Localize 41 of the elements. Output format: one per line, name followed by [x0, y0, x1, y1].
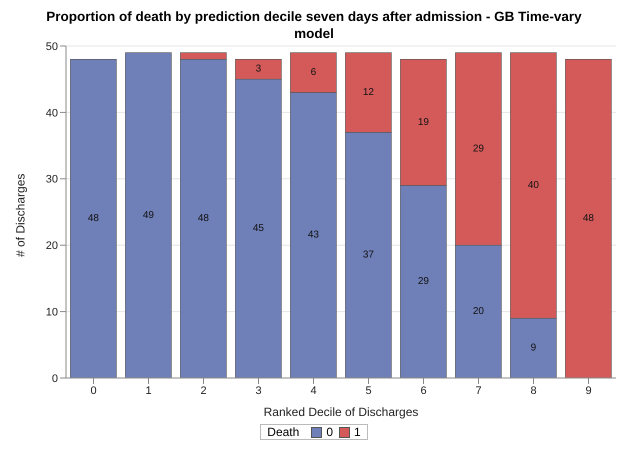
y-tick-label: 40: [46, 107, 58, 120]
data-label: 48: [582, 213, 594, 224]
data-label: 37: [362, 250, 374, 261]
y-tick-label: 50: [46, 40, 58, 53]
x-tick-label: 0: [90, 384, 97, 397]
data-label: 20: [472, 306, 484, 318]
bar: [125, 52, 172, 378]
x-tick-label: 7: [475, 384, 482, 397]
x-tick-label: 8: [530, 384, 537, 397]
data-label: 29: [472, 143, 484, 154]
legend-label: 1: [354, 425, 361, 439]
data-label: 45: [252, 223, 264, 234]
x-tick-label: 6: [420, 384, 427, 397]
data-label: 48: [88, 213, 100, 224]
x-tick-label: 5: [365, 384, 372, 397]
data-label: 29: [418, 276, 430, 288]
x-tick-label: 4: [310, 384, 317, 397]
data-label: 49: [142, 210, 154, 221]
y-tick-label: 20: [46, 240, 58, 252]
data-label: 6: [310, 67, 317, 78]
data-label: 48: [198, 213, 210, 224]
x-tick-label: 1: [145, 384, 152, 397]
data-label: 12: [362, 86, 374, 98]
data-label: 9: [530, 342, 537, 354]
legend-label: 0: [326, 425, 334, 439]
y-tick-label: 0: [52, 372, 58, 385]
bar: [70, 58, 117, 378]
y-tick-label: 10: [46, 306, 58, 319]
data-label: 40: [528, 180, 540, 191]
y-tick-label: 30: [46, 174, 58, 186]
legend-title: Death: [267, 425, 300, 439]
x-tick-label: 3: [255, 384, 262, 397]
y-axis-title: # of Discharges: [13, 174, 28, 257]
data-label: 43: [308, 230, 320, 241]
x-axis-title: Ranked Decile of Discharges: [264, 405, 418, 419]
x-tick-label: 9: [585, 384, 592, 397]
bar: [565, 58, 612, 378]
data-label: 3: [256, 64, 262, 75]
x-tick-label: 2: [200, 384, 207, 397]
data-label: 19: [418, 116, 430, 128]
chart-title: Proportion of death by prediction decile seven days after admission - GB Time-vary model: [45, 8, 583, 42]
